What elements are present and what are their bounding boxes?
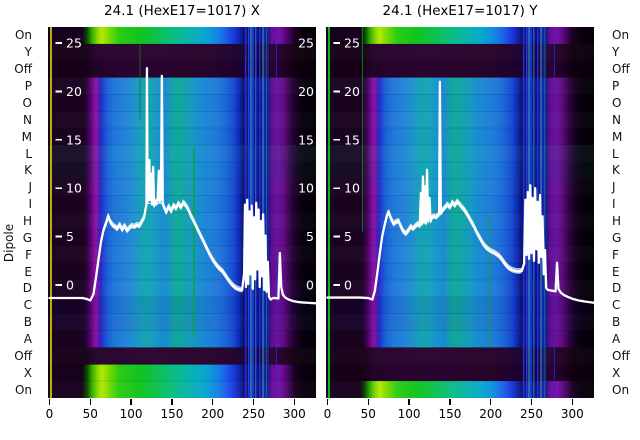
x-tick-label-1-0: 0 [323, 407, 332, 421]
row-label-right-c-16: C [612, 298, 621, 313]
row-label-left-a-18: A [23, 332, 32, 346]
row-label-left-j-9: J [28, 180, 32, 195]
row-label-left-h-11: H [22, 213, 32, 228]
row-label-left-off-19: Off [14, 348, 32, 363]
panel-title-x: 24.1 (HexE17=1017) X [103, 3, 260, 19]
svg-text:20: 20 [66, 84, 82, 99]
row-label-right-g-12: G [612, 230, 622, 245]
x-tick-mark [89, 399, 91, 405]
svg-text:10: 10 [344, 181, 360, 196]
row-label-right-b-17: B [612, 315, 621, 330]
x-tick-mark [408, 399, 410, 405]
svg-text:20: 20 [344, 84, 360, 99]
row-label-right-on-0: On [612, 28, 630, 43]
x-tick-label-0-0: 0 [45, 407, 54, 421]
x-tick-mark [293, 399, 296, 405]
row-label-right-off-2: Off [612, 62, 630, 77]
svg-text:20: 20 [298, 84, 314, 99]
row-label-left-i-10: I [28, 197, 32, 212]
row-label-left-g-12: G [22, 230, 32, 245]
row-label-right-p-3: P [612, 79, 620, 93]
x-tick-mark [571, 399, 573, 405]
x-tick-label-0-150: 150 [160, 407, 184, 421]
x-tick-mark [449, 399, 451, 405]
x-tick-label-1-200: 200 [479, 407, 503, 421]
row-label-right-on-21: On [612, 382, 630, 397]
row-labels-right: On Y Off P O N M L K J I H G F E D C B A Off X On [612, 27, 640, 398]
svg-text:10: 10 [298, 181, 314, 196]
x-tick-label-1-50: 50 [360, 407, 376, 421]
x-tick-mark [48, 399, 51, 405]
row-label-left-n-5: N [23, 112, 32, 127]
x-tick-mark [489, 399, 492, 405]
heatmap-panel-x[interactable]: 25 25 20 20 15 15 10 10 5 5 0 0 [48, 27, 319, 398]
row-label-right-o-4: O [612, 95, 622, 110]
svg-text:0: 0 [344, 278, 352, 293]
x-tick-mark [367, 399, 370, 405]
x-tick-label-1-250: 250 [520, 407, 543, 421]
row-label-right-m-6: M [612, 129, 623, 144]
row-label-left-k-8: K [24, 163, 32, 178]
row-label-left-p-3: P [24, 79, 32, 93]
row-label-left-l-7: L [25, 146, 32, 161]
row-label-right-x-20: X [612, 365, 621, 380]
svg-text:15: 15 [298, 132, 314, 147]
x-tick-label-1-150: 150 [438, 407, 462, 421]
row-labels-left: On Y Off P O N M L K J I H G F E D C B A Off X On [0, 27, 32, 398]
x-tick-mark [130, 399, 132, 405]
row-label-right-f-13: F [612, 247, 619, 262]
x-tick-label-0-200: 200 [201, 407, 225, 421]
x-tick-mark [530, 399, 533, 405]
row-label-left-f-13: F [25, 247, 32, 262]
row-label-left-d-15: D [22, 281, 32, 296]
x-tick-mark [252, 399, 255, 405]
heatmap-panel-y[interactable]: 25 20 15 10 5 0 [326, 27, 597, 398]
svg-text:5: 5 [66, 229, 74, 244]
row-label-right-k-8: K [612, 163, 620, 178]
row-label-left-c-16: C [23, 298, 32, 313]
svg-text:25: 25 [298, 36, 314, 51]
row-label-left-off-2: Off [14, 62, 32, 77]
row-label-right-d-15: D [612, 281, 622, 296]
row-label-right-off-19: Off [612, 348, 630, 363]
row-label-left-y-1: Y [24, 45, 32, 60]
row-label-right-l-7: L [612, 146, 619, 161]
row-label-left-on-21: On [14, 382, 32, 397]
svg-text:25: 25 [344, 36, 360, 51]
row-label-right-n-5: N [612, 112, 621, 127]
row-label-right-i-10: I [612, 197, 616, 212]
svg-text:5: 5 [344, 229, 352, 244]
x-tick-mark [211, 399, 214, 405]
row-label-right-h-11: H [612, 213, 622, 228]
svg-text:0: 0 [306, 278, 314, 293]
row-label-right-y-1: Y [612, 45, 620, 60]
svg-text:15: 15 [344, 132, 360, 147]
svg-text:15: 15 [66, 132, 82, 147]
svg-text:10: 10 [66, 181, 82, 196]
svg-text:5: 5 [306, 229, 314, 244]
x-tick-label-0-50: 50 [82, 407, 98, 421]
svg-text:25: 25 [66, 36, 82, 51]
x-tick-label-1-300: 300 [560, 407, 584, 421]
row-label-left-o-4: O [22, 95, 32, 110]
x-tick-label-0-100: 100 [119, 407, 143, 421]
row-label-left-m-6: M [21, 129, 32, 144]
x-tick-mark [326, 399, 329, 405]
row-label-left-e-14: E [24, 264, 32, 279]
svg-text:0: 0 [66, 278, 74, 293]
row-label-left-b-17: B [23, 315, 32, 330]
x-tick-label-1-100: 100 [397, 407, 421, 421]
x-tick-label-0-250: 250 [242, 407, 265, 421]
x-tick-label-0-300: 300 [282, 407, 306, 421]
row-label-right-j-9: J [612, 180, 616, 195]
panel-title-y: 24.1 (HexE17=1017) Y [382, 3, 538, 19]
row-label-left-x-20: X [23, 365, 32, 380]
row-label-left-on-0: On [14, 28, 32, 43]
row-label-right-a-18: A [612, 332, 621, 346]
x-tick-mark [171, 399, 173, 405]
row-label-right-e-14: E [612, 264, 620, 279]
